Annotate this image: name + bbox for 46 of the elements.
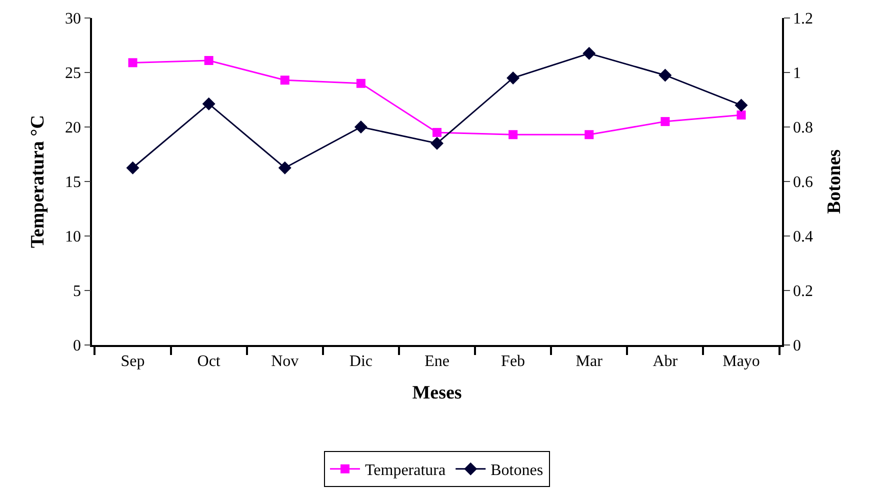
point <box>430 136 444 150</box>
x-tick-label: Nov <box>271 352 299 370</box>
point <box>432 128 442 137</box>
y2-tick-label: 1 <box>792 65 801 82</box>
point <box>356 78 366 88</box>
x-tick-label: Feb <box>501 352 526 370</box>
point <box>204 56 214 66</box>
point <box>202 97 216 110</box>
y2-tick-label: 0.4 <box>792 228 813 246</box>
x-tick-label: Dic <box>349 352 372 370</box>
y-tick-label: 20 <box>65 120 82 137</box>
x-tick-label: Oct <box>197 352 221 370</box>
point <box>508 130 518 140</box>
x-tick-label: Ene <box>424 352 450 370</box>
y-tick-label: 10 <box>65 228 82 246</box>
legend-label: Botones <box>490 462 544 480</box>
point <box>506 71 520 84</box>
point <box>660 117 670 126</box>
point <box>280 76 290 85</box>
point <box>736 110 746 120</box>
y2-tick-label: 0 <box>792 338 801 355</box>
point <box>128 58 138 68</box>
point <box>278 161 292 174</box>
x-tick-label: Abr <box>652 352 678 370</box>
y2-tick-label: 0.8 <box>792 120 813 137</box>
point <box>658 68 672 82</box>
y2-tick-label: 1.2 <box>792 10 813 28</box>
y-tick-label: 5 <box>73 283 82 300</box>
point <box>126 161 140 174</box>
y-axis-title: Temperatura °C <box>28 114 48 248</box>
x-tick-label: Mar <box>576 352 604 370</box>
x-tick-label: Mayo <box>722 352 760 370</box>
x-axis-title: Meses <box>412 382 462 404</box>
y-tick-label: 25 <box>65 65 82 82</box>
y-tick-label: 30 <box>65 10 82 28</box>
y2-tick-label: 0.2 <box>792 283 813 300</box>
point <box>582 46 596 60</box>
x-tick-label: Sep <box>120 352 145 370</box>
point <box>584 130 594 140</box>
y-tick-label: 0 <box>73 338 82 355</box>
y2-axis-title: Botones <box>824 149 845 214</box>
point <box>734 98 748 112</box>
y2-tick-label: 0.6 <box>792 174 813 192</box>
y-tick-label: 15 <box>65 174 82 192</box>
point <box>354 120 368 134</box>
legend-label: Temperatura <box>365 462 446 480</box>
